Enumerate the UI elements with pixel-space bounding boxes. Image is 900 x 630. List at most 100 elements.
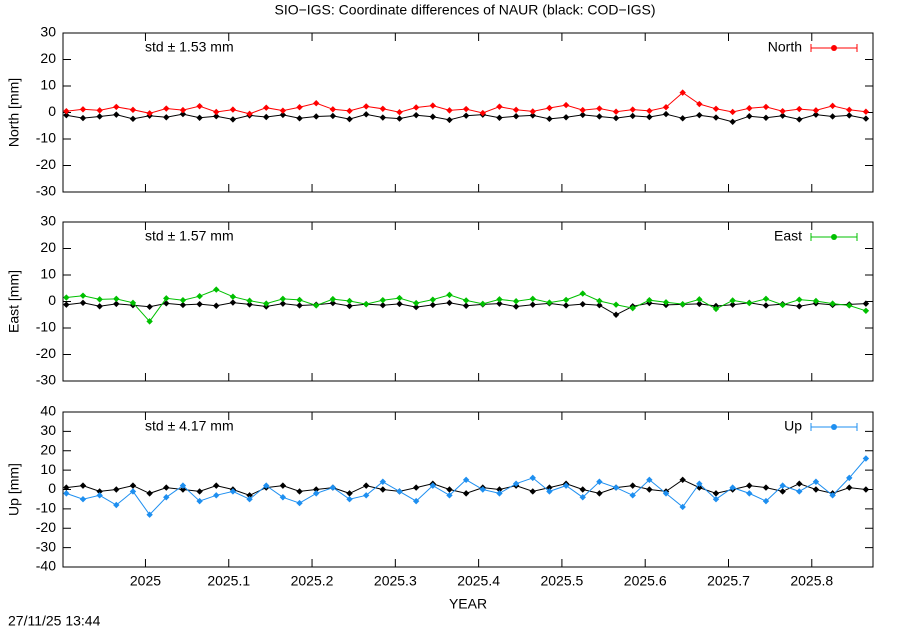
data-point <box>562 114 570 121</box>
data-point <box>512 106 520 114</box>
data-point <box>63 490 70 497</box>
data-point <box>96 303 103 310</box>
data-point <box>113 300 120 308</box>
data-point <box>346 302 353 310</box>
data-point <box>862 486 870 493</box>
data-point <box>762 295 770 303</box>
y-tick-label: -20 <box>36 345 56 361</box>
data-point <box>329 295 337 303</box>
data-point <box>412 484 420 491</box>
data-point <box>629 482 636 489</box>
y-tick-label: 40 <box>40 403 56 419</box>
data-point <box>446 492 453 499</box>
data-point <box>379 478 387 485</box>
data-point <box>479 486 486 493</box>
data-point <box>762 302 770 309</box>
data-point <box>496 114 503 121</box>
data-point <box>113 486 120 493</box>
data-point <box>79 292 87 299</box>
data-point <box>762 484 770 491</box>
data-point <box>129 488 137 495</box>
data-point <box>429 482 437 489</box>
y-tick-label: 20 <box>40 441 56 457</box>
data-point <box>362 482 370 489</box>
data-point <box>679 89 686 96</box>
data-point <box>296 115 303 122</box>
data-point <box>812 486 820 493</box>
data-point <box>462 112 470 119</box>
data-point <box>379 114 387 121</box>
data-point <box>329 484 337 491</box>
data-point <box>746 113 753 120</box>
data-point <box>629 492 636 499</box>
data-point <box>612 301 620 308</box>
data-point <box>96 113 103 120</box>
data-point <box>446 107 453 114</box>
data-point <box>796 303 803 310</box>
data-point <box>729 301 736 308</box>
plot-frame <box>62 411 874 568</box>
data-point <box>462 302 470 309</box>
data-point <box>629 106 636 113</box>
data-point <box>263 113 270 121</box>
data-point <box>862 455 870 462</box>
chart-title: SIO−IGS: Coordinate differences of NAUR … <box>274 2 655 18</box>
data-point <box>362 103 370 110</box>
data-point <box>213 108 220 116</box>
data-point <box>546 115 553 123</box>
data-point <box>379 296 387 304</box>
data-point <box>512 298 520 305</box>
y-tick-label: 0 <box>48 480 56 496</box>
data-point <box>379 486 387 493</box>
data-point <box>746 299 753 307</box>
data-point <box>596 478 603 485</box>
data-point <box>213 492 220 499</box>
data-point <box>529 108 536 115</box>
data-point <box>529 488 536 495</box>
data-point <box>479 300 486 308</box>
data-point <box>529 295 536 303</box>
data-point <box>313 302 320 309</box>
data-point <box>396 109 403 116</box>
data-point <box>512 303 520 310</box>
x-tick-label: 2025 <box>130 573 161 589</box>
y-tick-label: -10 <box>36 319 56 335</box>
data-point <box>862 115 870 122</box>
data-point <box>679 300 686 308</box>
data-point <box>596 297 603 305</box>
data-point <box>496 296 503 303</box>
data-point <box>196 293 203 300</box>
data-point <box>546 488 553 495</box>
data-point <box>263 482 270 489</box>
y-tick-label: 30 <box>40 422 56 438</box>
data-point <box>696 300 703 308</box>
data-point <box>279 111 287 119</box>
data-point <box>529 112 536 119</box>
data-point <box>313 490 320 497</box>
data-point <box>63 107 70 115</box>
timestamp: 27/11/25 13:44 <box>8 613 101 629</box>
y-tick-label: 30 <box>40 213 56 229</box>
x-tick-label: 2025.2 <box>291 573 334 589</box>
data-point <box>213 113 220 120</box>
data-point <box>362 111 370 118</box>
data-point <box>829 102 836 110</box>
data-point <box>379 302 387 309</box>
data-point <box>412 111 420 119</box>
data-point <box>696 484 703 491</box>
data-point <box>346 490 353 497</box>
data-point <box>429 301 437 309</box>
data-point <box>412 104 420 111</box>
data-point <box>746 490 753 497</box>
data-point <box>679 476 686 484</box>
data-point <box>579 494 586 501</box>
data-point <box>596 490 603 497</box>
data-point <box>246 301 253 308</box>
data-point <box>512 113 520 120</box>
data-point <box>762 497 770 505</box>
data-point <box>362 492 370 499</box>
y-tick-label: -10 <box>36 500 56 516</box>
data-point <box>796 116 803 123</box>
data-point <box>313 486 320 493</box>
data-point <box>696 480 703 487</box>
